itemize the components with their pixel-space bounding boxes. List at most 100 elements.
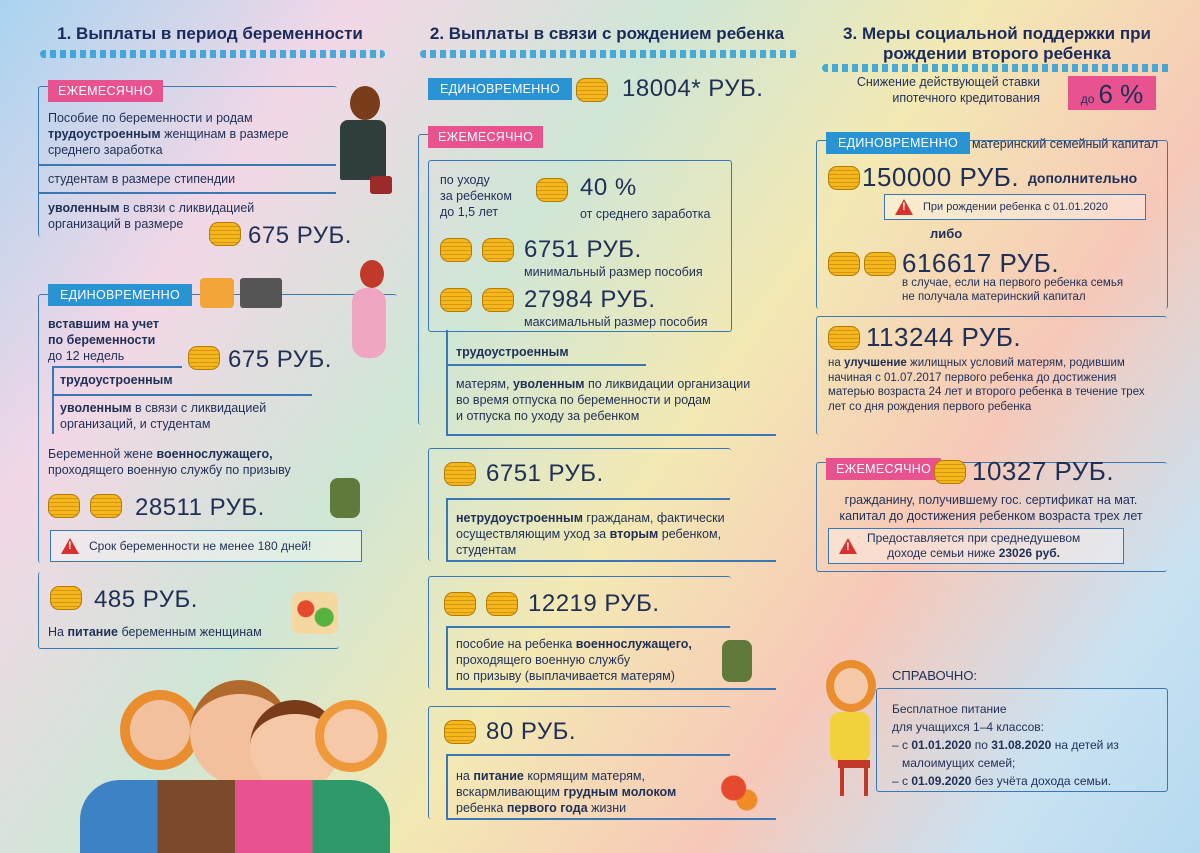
min-note: минимальный размер пособия bbox=[524, 265, 703, 279]
housing-text: на улучшение жилищных условий матерям, р… bbox=[828, 357, 1145, 413]
unemployed-section bbox=[428, 448, 731, 561]
military-wife-text: Беременной жене военнослужащего, проходящ… bbox=[48, 447, 291, 477]
once-tag: ЕДИНОВРЕМЕННО bbox=[826, 132, 970, 154]
amount: 12219 РУБ. bbox=[528, 590, 660, 617]
or-label: либо bbox=[930, 226, 963, 241]
divider bbox=[446, 818, 776, 820]
divider bbox=[38, 164, 336, 166]
coins-icon bbox=[576, 78, 608, 102]
girl-illustration bbox=[812, 660, 892, 800]
capital-section bbox=[816, 140, 1168, 309]
warning-icon bbox=[61, 538, 79, 554]
divider bbox=[52, 394, 312, 396]
warning-box: Срок беременности не менее 180 дней! bbox=[50, 530, 362, 562]
percent-note: от среднего заработка bbox=[580, 207, 711, 221]
amount: 675 РУБ. bbox=[248, 222, 352, 249]
coins-icon bbox=[444, 720, 476, 744]
max-note: максимальный размер пособия bbox=[524, 315, 708, 329]
income-warning: Предоставляется при среднедушевомдоходе … bbox=[828, 528, 1124, 564]
monthly-tag: ЕЖЕМЕСЯЧНО bbox=[48, 80, 164, 102]
divider bbox=[446, 560, 776, 562]
coins-icon bbox=[536, 178, 568, 202]
coins-icon bbox=[90, 494, 122, 518]
coins-icon bbox=[209, 222, 241, 246]
monthly-capital-section bbox=[816, 462, 1167, 572]
registered-text: вставшим на учет по беременности до 12 нед… bbox=[48, 317, 159, 363]
amount: 150000 РУБ. bbox=[862, 162, 1020, 192]
title-underline bbox=[822, 64, 1172, 72]
fired-mothers-text: матерям, уволенным по ликвидации организ… bbox=[456, 377, 751, 423]
coins-icon bbox=[188, 346, 220, 370]
date-note: При рождении ребенка с 01.01.2020 bbox=[884, 194, 1146, 220]
certificate-text: гражданину, получившему гос. сертификат … bbox=[839, 493, 1143, 523]
divider bbox=[446, 364, 646, 366]
divider bbox=[446, 688, 776, 690]
amount: 10327 РУБ. bbox=[972, 456, 1115, 486]
military-child-text: пособие на ребенка военнослужащего, прох… bbox=[456, 637, 692, 683]
coins-icon bbox=[864, 252, 896, 276]
employed-text: трудоустроенным bbox=[60, 373, 173, 387]
monthly-section bbox=[38, 86, 337, 237]
rate-badge: до 6 % bbox=[1068, 76, 1156, 110]
warning-text: Срок беременности не менее 180 дней! bbox=[89, 539, 312, 553]
col3-title: 3. Меры социальной поддержки при рождении… bbox=[843, 24, 1151, 63]
amount: 113244 РУБ. bbox=[866, 322, 1022, 352]
students-text: студентам в размере стипендии bbox=[48, 172, 236, 186]
coins-icon bbox=[444, 462, 476, 486]
mortgage-text: Снижение действующей ставки ипотечного кр… bbox=[856, 75, 1040, 105]
coins-icon bbox=[48, 494, 80, 518]
coins-icon bbox=[828, 326, 860, 350]
amount: 485 РУБ. bbox=[94, 586, 198, 613]
extra-label: дополнительно bbox=[1028, 170, 1138, 186]
divider bbox=[446, 754, 730, 756]
amount: 28511 РУБ. bbox=[135, 494, 265, 521]
warning-icon bbox=[895, 199, 913, 215]
monthly-tag: ЕЖЕМЕСЯЧНО bbox=[428, 126, 544, 148]
food-icon bbox=[292, 592, 338, 634]
military-section bbox=[428, 576, 731, 689]
amount: 675 РУБ. bbox=[228, 346, 332, 373]
col1-title: 1. Выплаты в период беременности bbox=[57, 24, 363, 43]
col2-title: 2. Выплаты в связи с рождением ребенка bbox=[429, 24, 785, 43]
care-box bbox=[428, 160, 732, 332]
bracket bbox=[52, 366, 54, 434]
divider bbox=[38, 192, 336, 194]
bracket bbox=[446, 626, 448, 688]
employed-text: трудоустроенным bbox=[456, 345, 569, 359]
feeding-text: на питание кормящим матерям, вскармливаю… bbox=[456, 769, 677, 815]
title-underline bbox=[420, 50, 798, 58]
monthly-bracket bbox=[418, 134, 433, 425]
amount: 80 РУБ. bbox=[486, 718, 577, 745]
amount: 616617 РУБ. bbox=[902, 248, 1060, 278]
calendar-icon bbox=[200, 278, 234, 308]
coins-icon bbox=[934, 460, 966, 484]
reference-box bbox=[876, 688, 1168, 792]
bracket bbox=[446, 754, 448, 818]
once-tag: ЕДИНОВРЕМЕННО bbox=[48, 284, 192, 306]
woman-icon bbox=[350, 86, 380, 120]
divider bbox=[446, 498, 730, 500]
warning-icon bbox=[839, 538, 857, 555]
soldier-icon bbox=[722, 640, 752, 682]
coins-icon bbox=[50, 586, 82, 610]
briefcase-icon bbox=[370, 176, 392, 194]
fired-students-text: уволенным в связи с ликвидацией организац… bbox=[60, 401, 267, 431]
ultrasound-icon bbox=[240, 278, 282, 308]
monthly-tag: ЕЖЕМЕСЯЧНО bbox=[826, 458, 942, 480]
food-section bbox=[38, 572, 339, 649]
coins-icon bbox=[482, 288, 514, 312]
coins-icon bbox=[828, 166, 860, 190]
once-amount: 18004* РУБ. bbox=[622, 75, 764, 102]
fired-text: уволенным в связи с ликвидацией организац… bbox=[48, 201, 255, 231]
feeding-section bbox=[428, 706, 731, 819]
bracket bbox=[446, 498, 448, 560]
pregnant-body bbox=[352, 288, 386, 358]
divider bbox=[446, 626, 730, 628]
food-text: На питание беременным женщинам bbox=[48, 625, 262, 639]
once-tag: ЕДИНОВРЕМЕННО bbox=[428, 78, 572, 100]
reference-title: СПРАВОЧНО: bbox=[892, 668, 978, 683]
maternity-benefit-text: Пособие по беременности и родам трудоустр… bbox=[48, 111, 289, 157]
pregnant-woman-icon bbox=[360, 260, 384, 288]
bracket bbox=[446, 330, 448, 434]
unemployed-text: нетрудоустроенным гражданам, фактически … bbox=[456, 511, 725, 557]
